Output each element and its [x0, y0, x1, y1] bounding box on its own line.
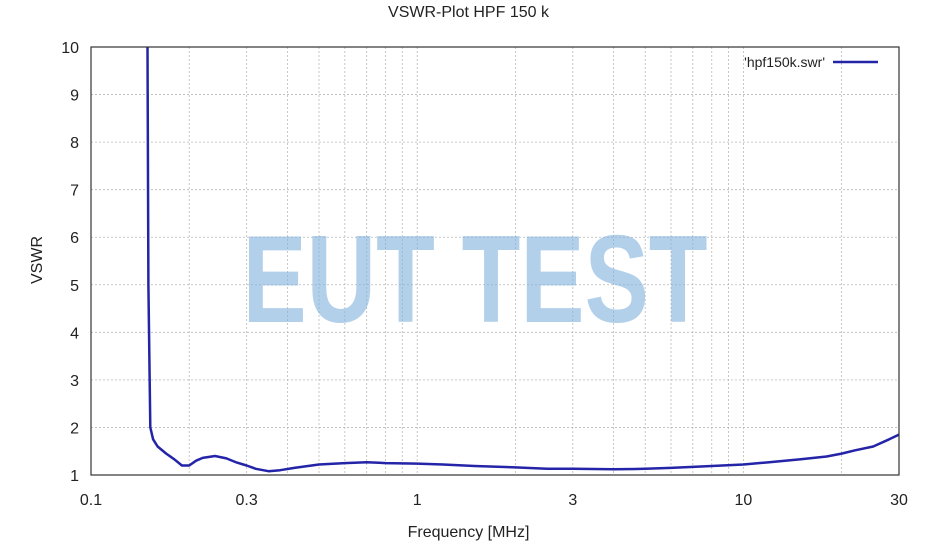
watermark: EUT TEST	[240, 210, 710, 340]
x-tick-label: 1	[413, 492, 422, 509]
y-tick-label: 8	[70, 135, 79, 152]
watermark-text: EUT TEST	[243, 211, 708, 340]
legend-entry: 'hpf150k.swr'	[744, 54, 825, 70]
y-tick-label: 10	[61, 40, 79, 57]
x-tick-label: 3	[568, 492, 577, 509]
y-tick-label: 6	[70, 230, 79, 247]
y-tick-label: 7	[70, 183, 79, 200]
x-tick-label: 0.1	[80, 492, 102, 509]
x-tick-label: 30	[890, 492, 908, 509]
y-axis-label: VSWR	[29, 236, 46, 284]
x-axis-label: Frequency [MHz]	[407, 524, 530, 541]
y-tick-label: 1	[70, 468, 79, 485]
plot-frame	[90, 46, 900, 476]
y-tick-label: 3	[70, 373, 79, 390]
y-tick-label: 9	[70, 88, 79, 105]
y-tick-label: 5	[70, 278, 79, 295]
y-tick-label: 2	[70, 420, 79, 437]
grid-lines	[91, 46, 900, 476]
axis-ticks: 1 2 3 4 5 6 7 8 9 10 0.1 0.3 1 3 10 30	[61, 40, 908, 509]
series-line	[146, 46, 900, 473]
x-tick-label: 10	[734, 492, 752, 509]
x-tick-label: 0.3	[236, 492, 258, 509]
y-tick-label: 4	[70, 325, 79, 342]
series-layer	[146, 46, 900, 473]
chart-title: VSWR-Plot HPF 150 k	[388, 4, 549, 21]
